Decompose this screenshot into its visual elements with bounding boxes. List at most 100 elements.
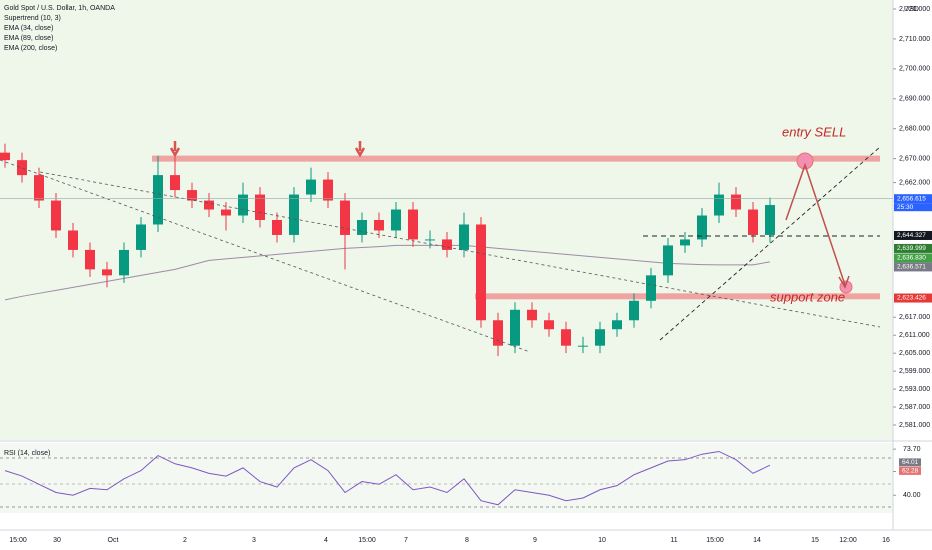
candle-body — [731, 194, 741, 210]
rsi-value: 64.01 — [902, 459, 919, 466]
countdown: 25:30 — [897, 204, 914, 211]
level-zone — [475, 293, 880, 300]
candle-body — [51, 200, 61, 231]
candle-body — [102, 269, 112, 276]
candle-body — [493, 320, 503, 346]
x-tick-label: 16 — [882, 537, 890, 544]
y-tick-label: 2,700.000 — [899, 66, 930, 73]
y-tick-label: 2,720.000 — [899, 6, 930, 13]
rsi-value-box — [899, 458, 921, 467]
indicator: Supertrend (10, 3) — [4, 15, 61, 22]
arrow-head — [838, 275, 850, 289]
x-tick-label: 15:00 — [706, 537, 724, 544]
y-tick-label: 2,710.000 — [899, 36, 930, 43]
price-label: 2,656.615 — [897, 195, 926, 202]
rsi-value-box — [899, 466, 921, 475]
price-label: 2,636.571 — [897, 264, 926, 271]
price-label-box — [894, 293, 932, 303]
candle-body — [663, 245, 673, 276]
y-tick-label: 2,593.000 — [899, 386, 930, 393]
rsi-line — [4, 450, 771, 506]
candle-body — [612, 320, 622, 330]
trend-line — [39, 171, 881, 328]
rsi-value: 62.28 — [902, 468, 919, 475]
candle-body — [323, 179, 333, 201]
entry-marker — [796, 152, 814, 170]
candle-body — [0, 152, 10, 161]
x-tick-label: 30 — [53, 537, 61, 544]
candle-body — [136, 224, 146, 250]
price-label-box — [894, 262, 932, 272]
y-tick-label: 2,599.000 — [899, 368, 930, 375]
rsi-tick-label: 73.70 — [903, 446, 921, 453]
candle-body — [425, 239, 435, 241]
candle-body — [170, 175, 180, 191]
price-label: 2,623.426 — [897, 295, 926, 302]
price-label: 2,636.830 — [897, 255, 926, 262]
x-tick-label: 15:00 — [358, 537, 376, 544]
price-label-box — [894, 230, 932, 240]
indicator: EMA (89, close) — [4, 35, 53, 42]
x-tick-label: 4 — [324, 537, 328, 544]
level-zone — [152, 155, 880, 162]
candle-body — [340, 200, 350, 235]
candle-body — [221, 209, 231, 216]
y-tick-label: 2,670.000 — [899, 155, 930, 162]
candle-body — [85, 249, 95, 270]
candle-body — [646, 275, 656, 301]
trend-line — [0, 159, 531, 353]
x-tick-label: 15 — [811, 537, 819, 544]
annotation: support zone — [770, 289, 845, 304]
candle-body — [714, 194, 724, 216]
price-label: 2,639.999 — [897, 245, 926, 252]
candle-body — [527, 309, 537, 321]
candle-body — [391, 209, 401, 231]
y-tick-label: 2,662.000 — [899, 179, 930, 186]
price-label-box — [894, 243, 932, 253]
y-tick-label: 2,690.000 — [899, 96, 930, 103]
candle-body — [306, 179, 316, 195]
candle-body — [408, 209, 418, 240]
x-tick-label: 3 — [252, 537, 256, 544]
candle-body — [748, 209, 758, 235]
candle-body — [119, 249, 129, 276]
indicator: EMA (200, close) — [4, 45, 57, 52]
x-tick-label: 9 — [533, 537, 537, 544]
ema-line — [4, 244, 771, 301]
candle-body — [476, 224, 486, 321]
x-tick-label: 8 — [465, 537, 469, 544]
x-tick-label: 7 — [404, 537, 408, 544]
plot-background — [0, 0, 893, 440]
x-tick-label: 2 — [183, 537, 187, 544]
price-label-box — [894, 253, 932, 263]
indicator: EMA (34, close) — [4, 25, 53, 32]
candle-body — [765, 205, 775, 235]
candle-body — [697, 215, 707, 240]
candle-body — [187, 190, 197, 201]
candle-body — [544, 320, 554, 330]
y-tick-label: 2,581.000 — [899, 422, 930, 429]
x-tick-label: 14 — [753, 537, 761, 544]
candle-body — [595, 329, 605, 346]
price-label: 2,644.327 — [897, 232, 926, 239]
countdown-box — [894, 203, 932, 212]
x-tick-label: 15:00 — [9, 537, 27, 544]
candle-body — [629, 300, 639, 321]
down-arrow — [169, 141, 181, 158]
candle-body — [510, 309, 520, 346]
currency: USD — [904, 6, 919, 13]
candle-body — [34, 175, 44, 201]
y-tick-label: 2,680.000 — [899, 126, 930, 133]
x-tick-label: 11 — [670, 537, 677, 544]
candle-body — [561, 329, 571, 346]
x-tick-label: 10 — [598, 537, 606, 544]
candle-body — [374, 219, 384, 231]
x-tick-label: 12:00 — [839, 537, 857, 544]
down-arrow — [354, 141, 366, 158]
candle-body — [680, 239, 690, 246]
y-tick-label: 2,587.000 — [899, 404, 930, 411]
candle-body — [272, 219, 282, 235]
candle-body — [289, 194, 299, 235]
candle-body — [238, 194, 248, 216]
